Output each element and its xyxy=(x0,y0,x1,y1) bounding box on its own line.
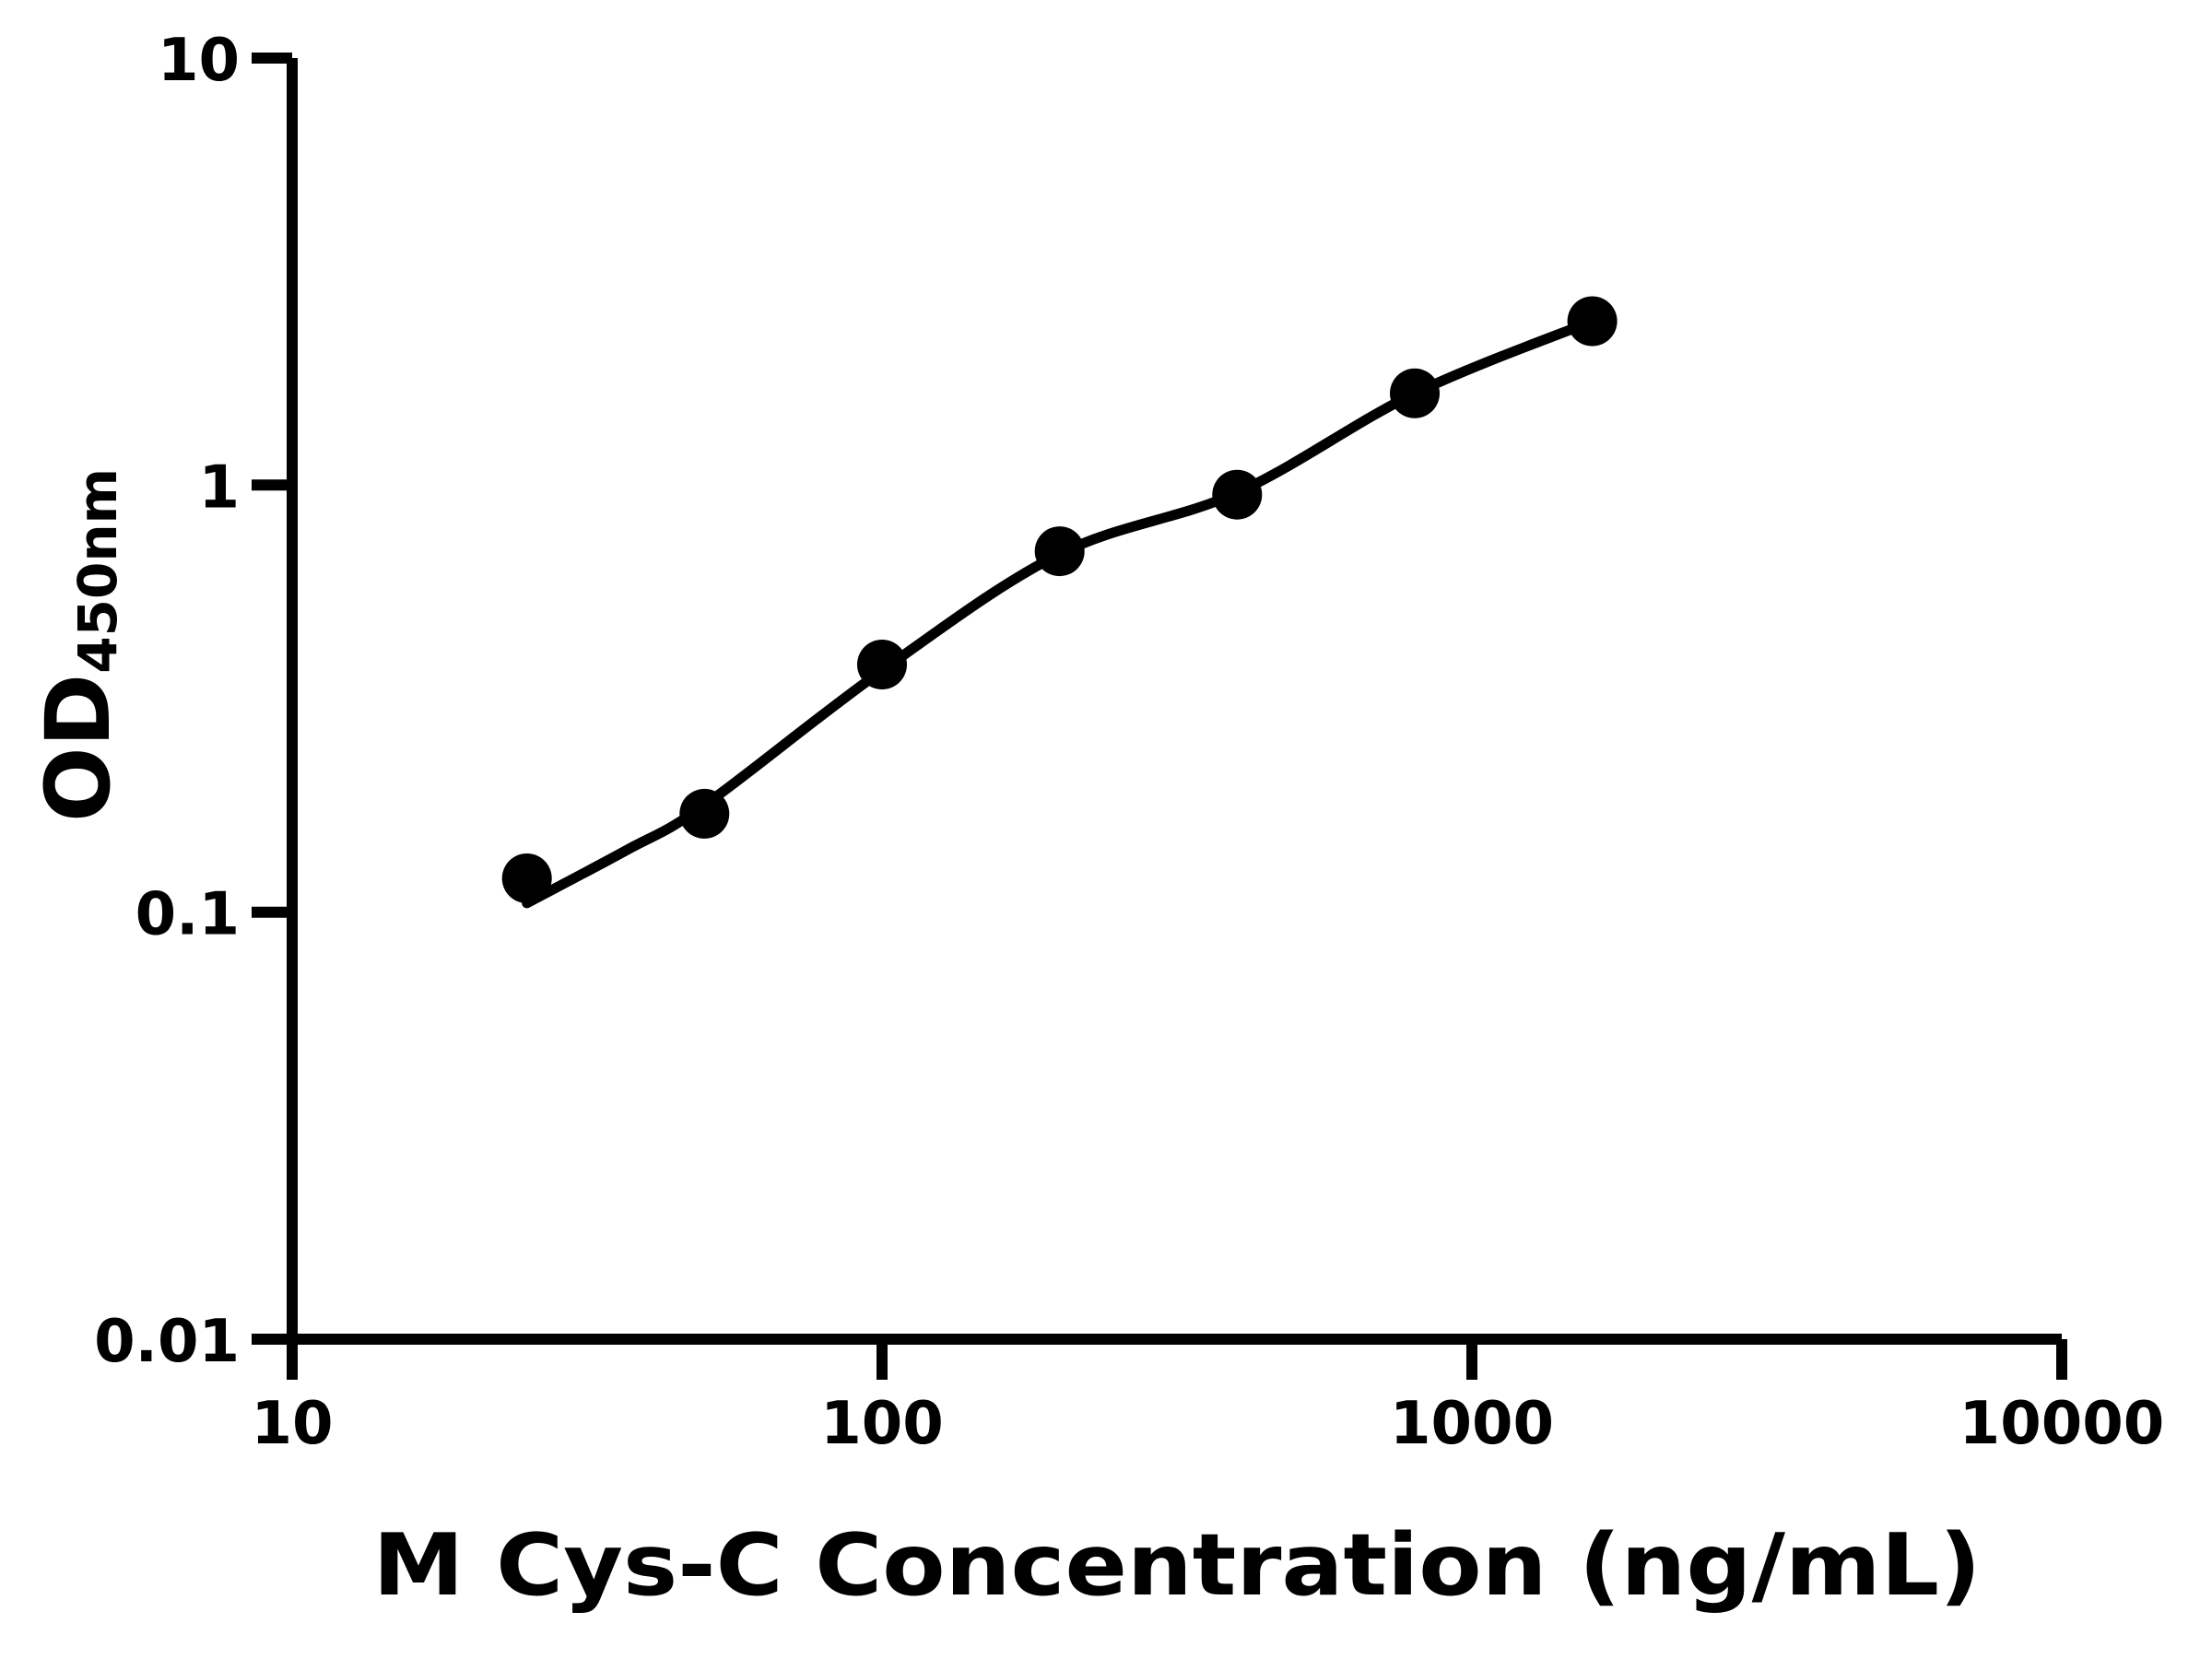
data-point xyxy=(1390,368,1440,418)
data-point xyxy=(501,853,552,903)
data-points xyxy=(501,296,1618,903)
data-point xyxy=(679,788,730,839)
x-tick-label: 10000 xyxy=(1959,1390,2165,1458)
y-axis-ticks: 10 1 0.1 0.01 xyxy=(94,27,292,1376)
y-tick-label: 0.1 xyxy=(135,881,240,949)
y-tick-label: 0.01 xyxy=(94,1308,240,1376)
y-tick-label: 10 xyxy=(158,27,240,95)
data-point xyxy=(1034,526,1085,577)
x-axis-ticks: 10 100 1000 10000 xyxy=(251,1339,2164,1458)
y-tick-label: 1 xyxy=(198,453,240,522)
x-tick-label: 100 xyxy=(820,1390,944,1458)
x-tick-label: 10 xyxy=(251,1390,333,1458)
data-point xyxy=(1212,469,1263,520)
data-point xyxy=(1567,296,1618,347)
axes xyxy=(287,58,2062,1345)
y-axis-title-sub: 450nm xyxy=(66,468,129,674)
x-tick-label: 1000 xyxy=(1390,1390,1554,1458)
y-axis-title: OD450nm xyxy=(27,468,130,822)
x-axis-title: M Cys-C Concentration (ng/mL) xyxy=(373,1515,1982,1615)
y-axis-title-main: OD xyxy=(27,674,130,822)
data-point xyxy=(857,640,907,689)
